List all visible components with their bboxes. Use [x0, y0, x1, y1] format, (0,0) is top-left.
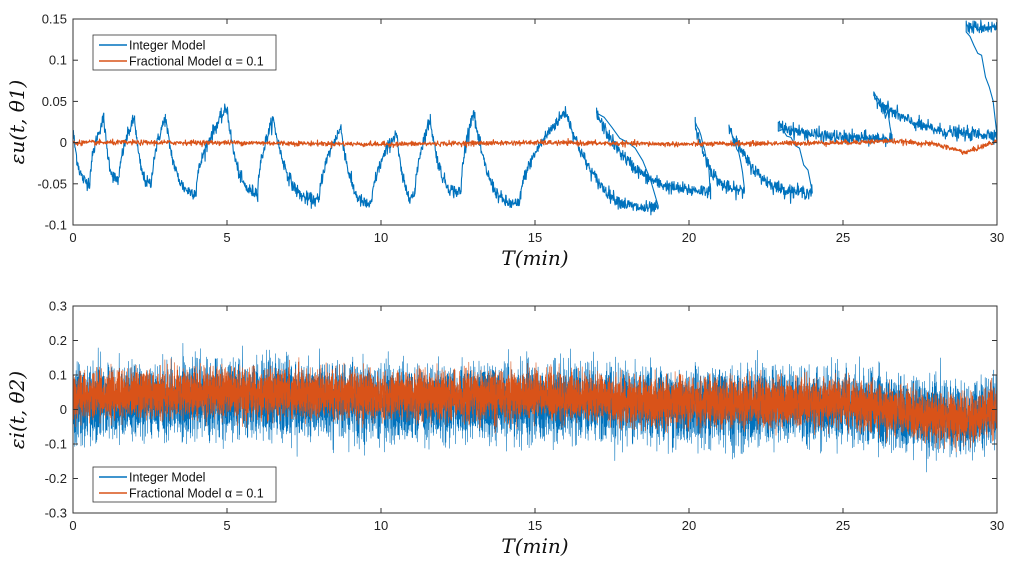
- y-tick-label: 0.15: [42, 12, 67, 27]
- top-y-axis-label: εu(t, θ1): [5, 80, 29, 165]
- y-tick-label: -0.3: [45, 506, 67, 521]
- y-tick-label: 0.1: [49, 53, 67, 68]
- top-legend-label-integer: Integer Model: [129, 39, 205, 53]
- bottom-ticks: 0 5 10 15 20 25 30 -0.3 -0.2 -0.1 0 0.1 0.2 0.3: [45, 299, 1005, 534]
- bottom-x-axis-label: T(min): [501, 534, 568, 558]
- y-tick-label: -0.1: [45, 218, 67, 233]
- y-tick-label: -0.1: [45, 437, 67, 452]
- y-tick-label: 0.2: [49, 333, 67, 348]
- series-line: [72, 357, 998, 453]
- x-tick-label: 0: [69, 518, 76, 533]
- bottom-y-axis-label: εi(t, θ2): [5, 371, 29, 449]
- x-tick-label: 10: [374, 230, 388, 245]
- top-ticks: 0 5 10 15 20 25 30 -0.1 -0.05 0 0.05 0.1 0.15: [37, 12, 1004, 246]
- top-integer-series: [72, 19, 998, 216]
- y-tick-label: -0.05: [37, 176, 67, 191]
- top-x-axis-label: T(min): [501, 246, 568, 270]
- bottom-fractional-series: [72, 357, 998, 453]
- y-tick-label: 0.05: [42, 94, 67, 109]
- x-tick-label: 30: [990, 518, 1004, 533]
- y-tick-label: -0.2: [45, 471, 67, 486]
- x-tick-label: 5: [223, 518, 230, 533]
- x-tick-label: 25: [836, 230, 850, 245]
- bottom-legend-label-fractional: Fractional Model α = 0.1: [129, 487, 264, 501]
- y-tick-label: 0: [60, 402, 67, 417]
- series-line: [72, 137, 998, 156]
- y-tick-label: 0.1: [49, 368, 67, 383]
- y-tick-label: 0: [60, 135, 67, 150]
- bottom-plot-panel: 0 5 10 15 20 25 30 -0.3 -0.2 -0.1 0 0.1 0.2 0.3 T(min…: [5, 299, 1004, 559]
- top-legend-label-fractional: Fractional Model α = 0.1: [129, 55, 264, 69]
- x-tick-label: 10: [374, 518, 388, 533]
- y-tick-label: 0.3: [49, 299, 67, 314]
- bottom-legend-box: [92, 466, 277, 503]
- x-tick-label: 20: [682, 230, 696, 245]
- x-tick-label: 20: [682, 518, 696, 533]
- x-tick-label: 15: [528, 518, 542, 533]
- bottom-legend: Integer Model Fractional Model α = 0.1: [92, 466, 277, 503]
- top-legend: Integer Model Fractional Model α = 0.1: [92, 34, 277, 71]
- top-fractional-series: [72, 137, 998, 156]
- top-legend-box: [92, 34, 277, 71]
- x-tick-label: 5: [223, 230, 230, 245]
- top-plot-panel: 0 5 10 15 20 25 30 -0.1 -0.05 0 0.05 0.1 0.15 T(min)…: [5, 12, 1004, 271]
- x-tick-label: 30: [990, 230, 1004, 245]
- x-tick-label: 0: [69, 230, 76, 245]
- bottom-legend-label-integer: Integer Model: [129, 471, 205, 485]
- x-tick-label: 15: [528, 230, 542, 245]
- x-tick-label: 25: [836, 518, 850, 533]
- series-line: [72, 19, 998, 216]
